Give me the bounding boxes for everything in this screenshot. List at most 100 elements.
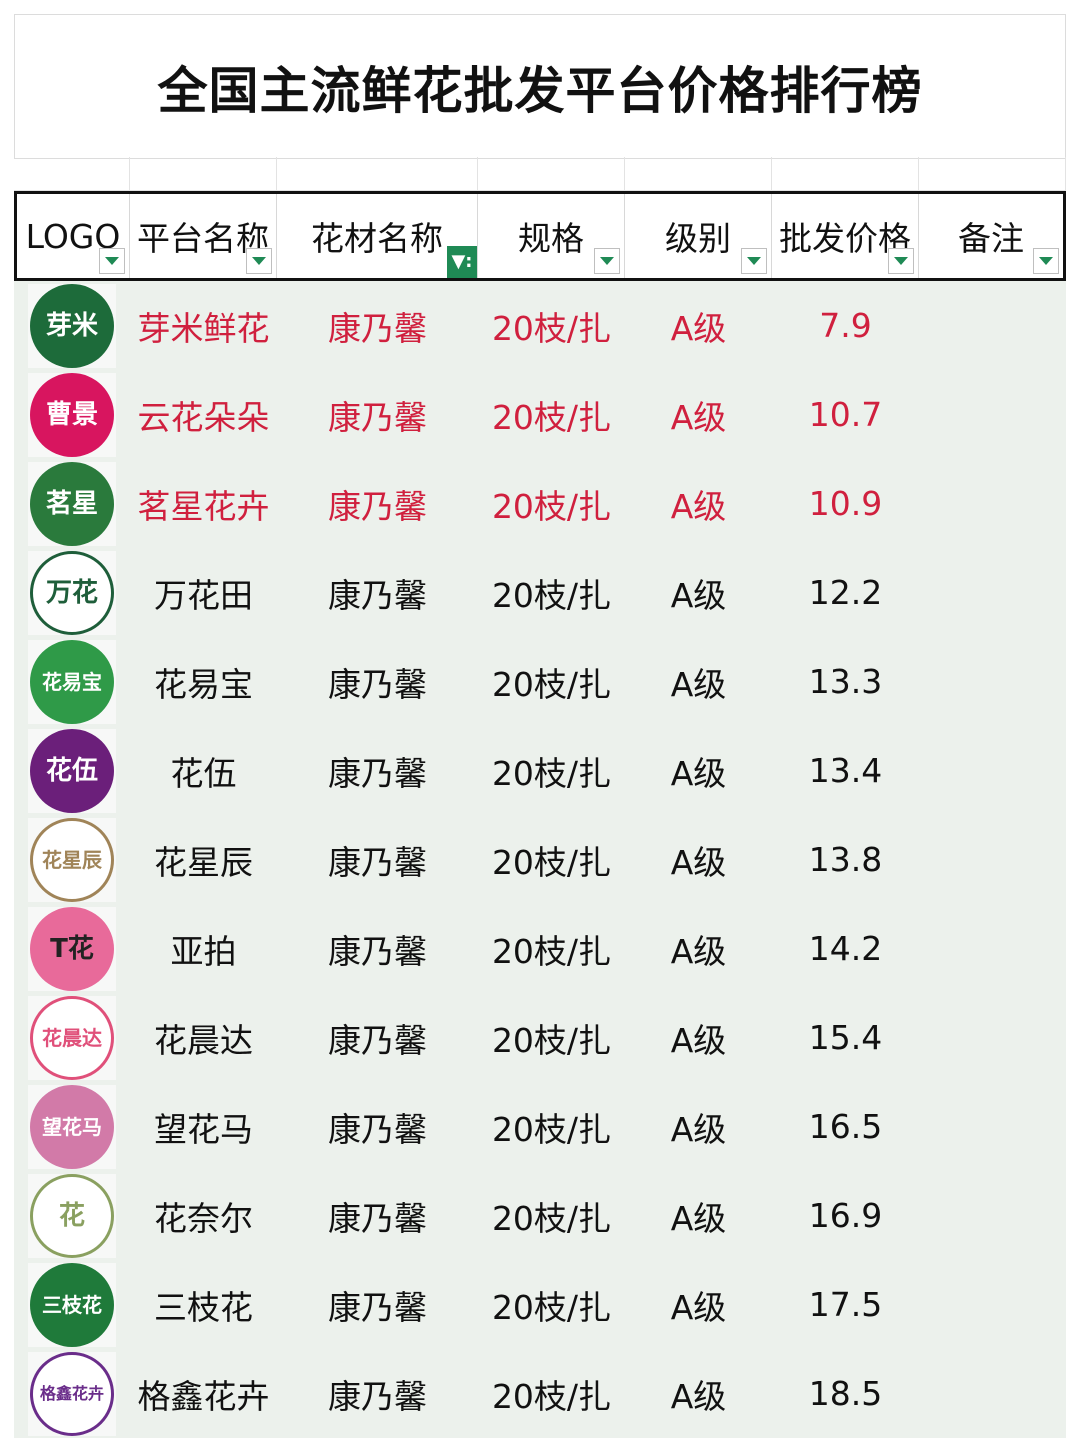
spec-cell[interactable]: 20枝/扎 — [478, 1192, 625, 1240]
grade-cell[interactable]: A级 — [625, 569, 772, 617]
filter-dropdown-button[interactable] — [1033, 248, 1059, 274]
price-cell[interactable]: 16.5 — [772, 1107, 919, 1146]
header-grade[interactable]: 级别 — [625, 194, 772, 278]
price-cell[interactable]: 10.7 — [772, 395, 919, 434]
platform-name-cell[interactable]: 望花马 — [130, 1103, 277, 1151]
title-cell[interactable]: 全国主流鲜花批发平台价格排行榜 — [14, 14, 1066, 159]
logo-cell[interactable]: 格鑫花卉 — [14, 1351, 130, 1436]
platform-name-cell[interactable]: 花易宝 — [130, 658, 277, 706]
price-cell[interactable]: 13.4 — [772, 751, 919, 790]
price-cell[interactable]: 13.8 — [772, 840, 919, 879]
logo-cell[interactable]: T花 — [14, 906, 130, 991]
filter-dropdown-button[interactable] — [99, 248, 125, 274]
logo-cell[interactable]: 芽米 — [14, 283, 130, 368]
empty-cell[interactable] — [130, 157, 277, 191]
logo-cell[interactable]: 花易宝 — [14, 639, 130, 724]
header-platform[interactable]: 平台名称 — [130, 194, 277, 278]
price-cell[interactable]: 16.9 — [772, 1196, 919, 1235]
flower-name-cell[interactable]: 康乃馨 — [277, 302, 478, 350]
grade-cell[interactable]: A级 — [625, 1370, 772, 1418]
flower-name-cell[interactable]: 康乃馨 — [277, 1103, 478, 1151]
spec-cell[interactable]: 20枝/扎 — [478, 1281, 625, 1329]
platform-name-cell[interactable]: 茗星花卉 — [130, 480, 277, 528]
flower-name-cell[interactable]: 康乃馨 — [277, 747, 478, 795]
spec-cell[interactable]: 20枝/扎 — [478, 658, 625, 706]
empty-cell[interactable] — [478, 157, 625, 191]
flower-name-cell[interactable]: 康乃馨 — [277, 1281, 478, 1329]
grade-cell[interactable]: A级 — [625, 836, 772, 884]
spec-cell[interactable]: 20枝/扎 — [478, 391, 625, 439]
empty-cell[interactable] — [772, 157, 919, 191]
platform-name-cell[interactable]: 芽米鲜花 — [130, 302, 277, 350]
platform-name-cell[interactable]: 云花朵朵 — [130, 391, 277, 439]
flower-name-cell[interactable]: 康乃馨 — [277, 569, 478, 617]
header-flower[interactable]: 花材名称 ▼: — [277, 194, 478, 278]
price-cell[interactable]: 14.2 — [772, 929, 919, 968]
price-cell[interactable]: 13.3 — [772, 662, 919, 701]
flower-name-cell[interactable]: 康乃馨 — [277, 925, 478, 973]
flower-name-cell[interactable]: 康乃馨 — [277, 1370, 478, 1418]
filter-dropdown-button[interactable] — [888, 248, 914, 274]
empty-cell[interactable] — [14, 157, 130, 191]
logo-cell[interactable]: 花星辰 — [14, 817, 130, 902]
spec-cell[interactable]: 20枝/扎 — [478, 747, 625, 795]
logo-cell[interactable]: 花伍 — [14, 728, 130, 813]
filter-dropdown-button[interactable] — [741, 248, 767, 274]
platform-name-cell[interactable]: 格鑫花卉 — [130, 1370, 277, 1418]
flower-name-cell[interactable]: 康乃馨 — [277, 1014, 478, 1062]
price-cell[interactable]: 15.4 — [772, 1018, 919, 1057]
platform-name-cell[interactable]: 花星辰 — [130, 836, 277, 884]
flower-name-cell[interactable]: 康乃馨 — [277, 1192, 478, 1240]
logo-cell[interactable]: 茗星 — [14, 461, 130, 546]
spec-cell[interactable]: 20枝/扎 — [478, 302, 625, 350]
platform-name-cell[interactable]: 花晨达 — [130, 1014, 277, 1062]
logo-cell[interactable]: 三枝花 — [14, 1262, 130, 1347]
platform-name-cell[interactable]: 花奈尔 — [130, 1192, 277, 1240]
grade-cell[interactable]: A级 — [625, 658, 772, 706]
platform-name-cell[interactable]: 花伍 — [130, 747, 277, 795]
grade-cell[interactable]: A级 — [625, 1192, 772, 1240]
platform-name-cell[interactable]: 亚拍 — [130, 925, 277, 973]
flower-name-cell[interactable]: 康乃馨 — [277, 658, 478, 706]
platform-name-cell[interactable]: 万花田 — [130, 569, 277, 617]
grade-cell[interactable]: A级 — [625, 1014, 772, 1062]
grade-cell[interactable]: A级 — [625, 1281, 772, 1329]
spec-cell[interactable]: 20枝/扎 — [478, 1103, 625, 1151]
grade-cell[interactable]: A级 — [625, 480, 772, 528]
flower-name-cell[interactable]: 康乃馨 — [277, 480, 478, 528]
empty-cell[interactable] — [919, 157, 1066, 191]
spec-cell[interactable]: 20枝/扎 — [478, 925, 625, 973]
spec-cell[interactable]: 20枝/扎 — [478, 836, 625, 884]
spec-cell[interactable]: 20枝/扎 — [478, 569, 625, 617]
empty-cell[interactable] — [625, 157, 772, 191]
logo-cell[interactable]: 万花 — [14, 550, 130, 635]
spec-cell[interactable]: 20枝/扎 — [478, 480, 625, 528]
logo-cell[interactable]: 花晨达 — [14, 995, 130, 1080]
logo-cell[interactable]: 望花马 — [14, 1084, 130, 1169]
active-filter-button[interactable]: ▼: — [447, 246, 477, 278]
grade-cell[interactable]: A级 — [625, 747, 772, 795]
logo-cell[interactable]: 曹景 — [14, 372, 130, 457]
flower-name-cell[interactable]: 康乃馨 — [277, 836, 478, 884]
spec-cell[interactable]: 20枝/扎 — [478, 1014, 625, 1062]
price-cell[interactable]: 10.9 — [772, 484, 919, 523]
header-logo[interactable]: LOGO — [17, 194, 130, 278]
price-cell[interactable]: 17.5 — [772, 1285, 919, 1324]
platform-name-cell[interactable]: 三枝花 — [130, 1281, 277, 1329]
price-cell[interactable]: 12.2 — [772, 573, 919, 612]
filter-dropdown-button[interactable] — [246, 248, 272, 274]
logo-cell[interactable]: 花 — [14, 1173, 130, 1258]
flower-name-cell[interactable]: 康乃馨 — [277, 391, 478, 439]
filter-dropdown-button[interactable] — [594, 248, 620, 274]
grade-cell[interactable]: A级 — [625, 925, 772, 973]
header-spec[interactable]: 规格 — [478, 194, 625, 278]
header-price[interactable]: 批发价格 — [772, 194, 919, 278]
price-cell[interactable]: 18.5 — [772, 1374, 919, 1413]
spec-cell[interactable]: 20枝/扎 — [478, 1370, 625, 1418]
grade-cell[interactable]: A级 — [625, 391, 772, 439]
grade-cell[interactable]: A级 — [625, 302, 772, 350]
price-cell[interactable]: 7.9 — [772, 306, 919, 345]
empty-cell[interactable] — [277, 157, 478, 191]
grade-cell[interactable]: A级 — [625, 1103, 772, 1151]
header-note[interactable]: 备注 — [919, 194, 1063, 278]
